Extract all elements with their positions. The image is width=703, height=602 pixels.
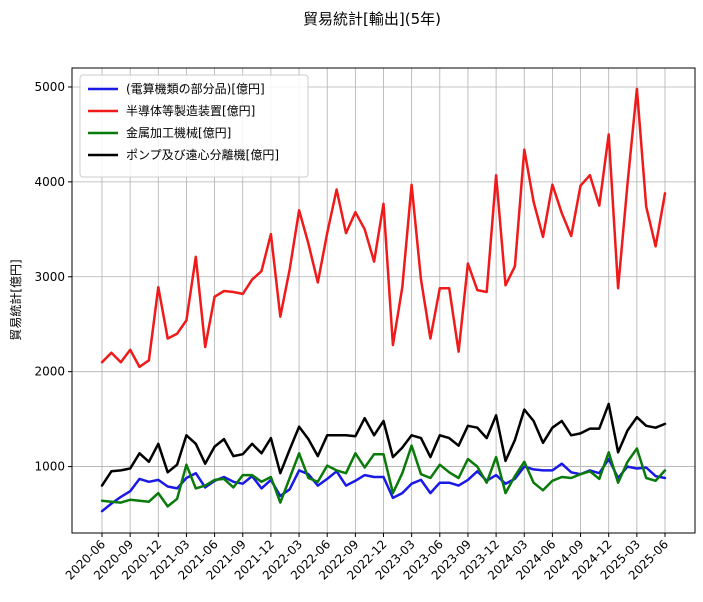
- y-tick-label: 5000: [34, 80, 65, 94]
- y-tick-label: 4000: [34, 175, 65, 189]
- y-axis-ticks: 1000 2000 3000 4000 5000: [34, 80, 72, 474]
- chart-title: 貿易統計[輸出](5年): [303, 10, 441, 28]
- series-line-3: [100, 402, 667, 487]
- legend-label-0: (電算機類の部分品)[億円]: [126, 81, 265, 96]
- y-tick-label: 2000: [34, 365, 65, 379]
- legend: (電算機類の部分品)[億円] 半導体等製造装置[億円] 金属加工機械[億円] ポンプ及…: [79, 74, 309, 178]
- x-axis-ticks: 2020-062020-092020-122021-032021-062021-…: [63, 533, 671, 583]
- legend-label-1: 半導体等製造装置[億円]: [126, 104, 255, 118]
- y-axis-label: 貿易統計[億円]: [8, 259, 23, 340]
- legend-label-2: 金属加工機械[億円]: [126, 125, 231, 140]
- y-tick-label: 1000: [34, 460, 65, 474]
- legend-label-3: ポンプ及び遠心分離機[億円]: [126, 147, 279, 162]
- series-line-0: [100, 457, 667, 513]
- legend-box: [79, 74, 309, 178]
- series-lines: [100, 87, 667, 513]
- series-line-2: [100, 444, 667, 508]
- y-tick-label: 3000: [34, 270, 65, 284]
- series-line-1: [100, 87, 667, 369]
